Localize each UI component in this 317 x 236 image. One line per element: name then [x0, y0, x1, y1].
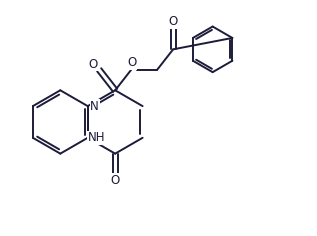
Text: NH: NH	[87, 131, 105, 144]
Text: N: N	[90, 100, 99, 113]
Text: O: O	[169, 15, 178, 28]
Text: O: O	[127, 56, 137, 69]
Text: O: O	[89, 58, 98, 71]
Text: O: O	[111, 174, 120, 187]
